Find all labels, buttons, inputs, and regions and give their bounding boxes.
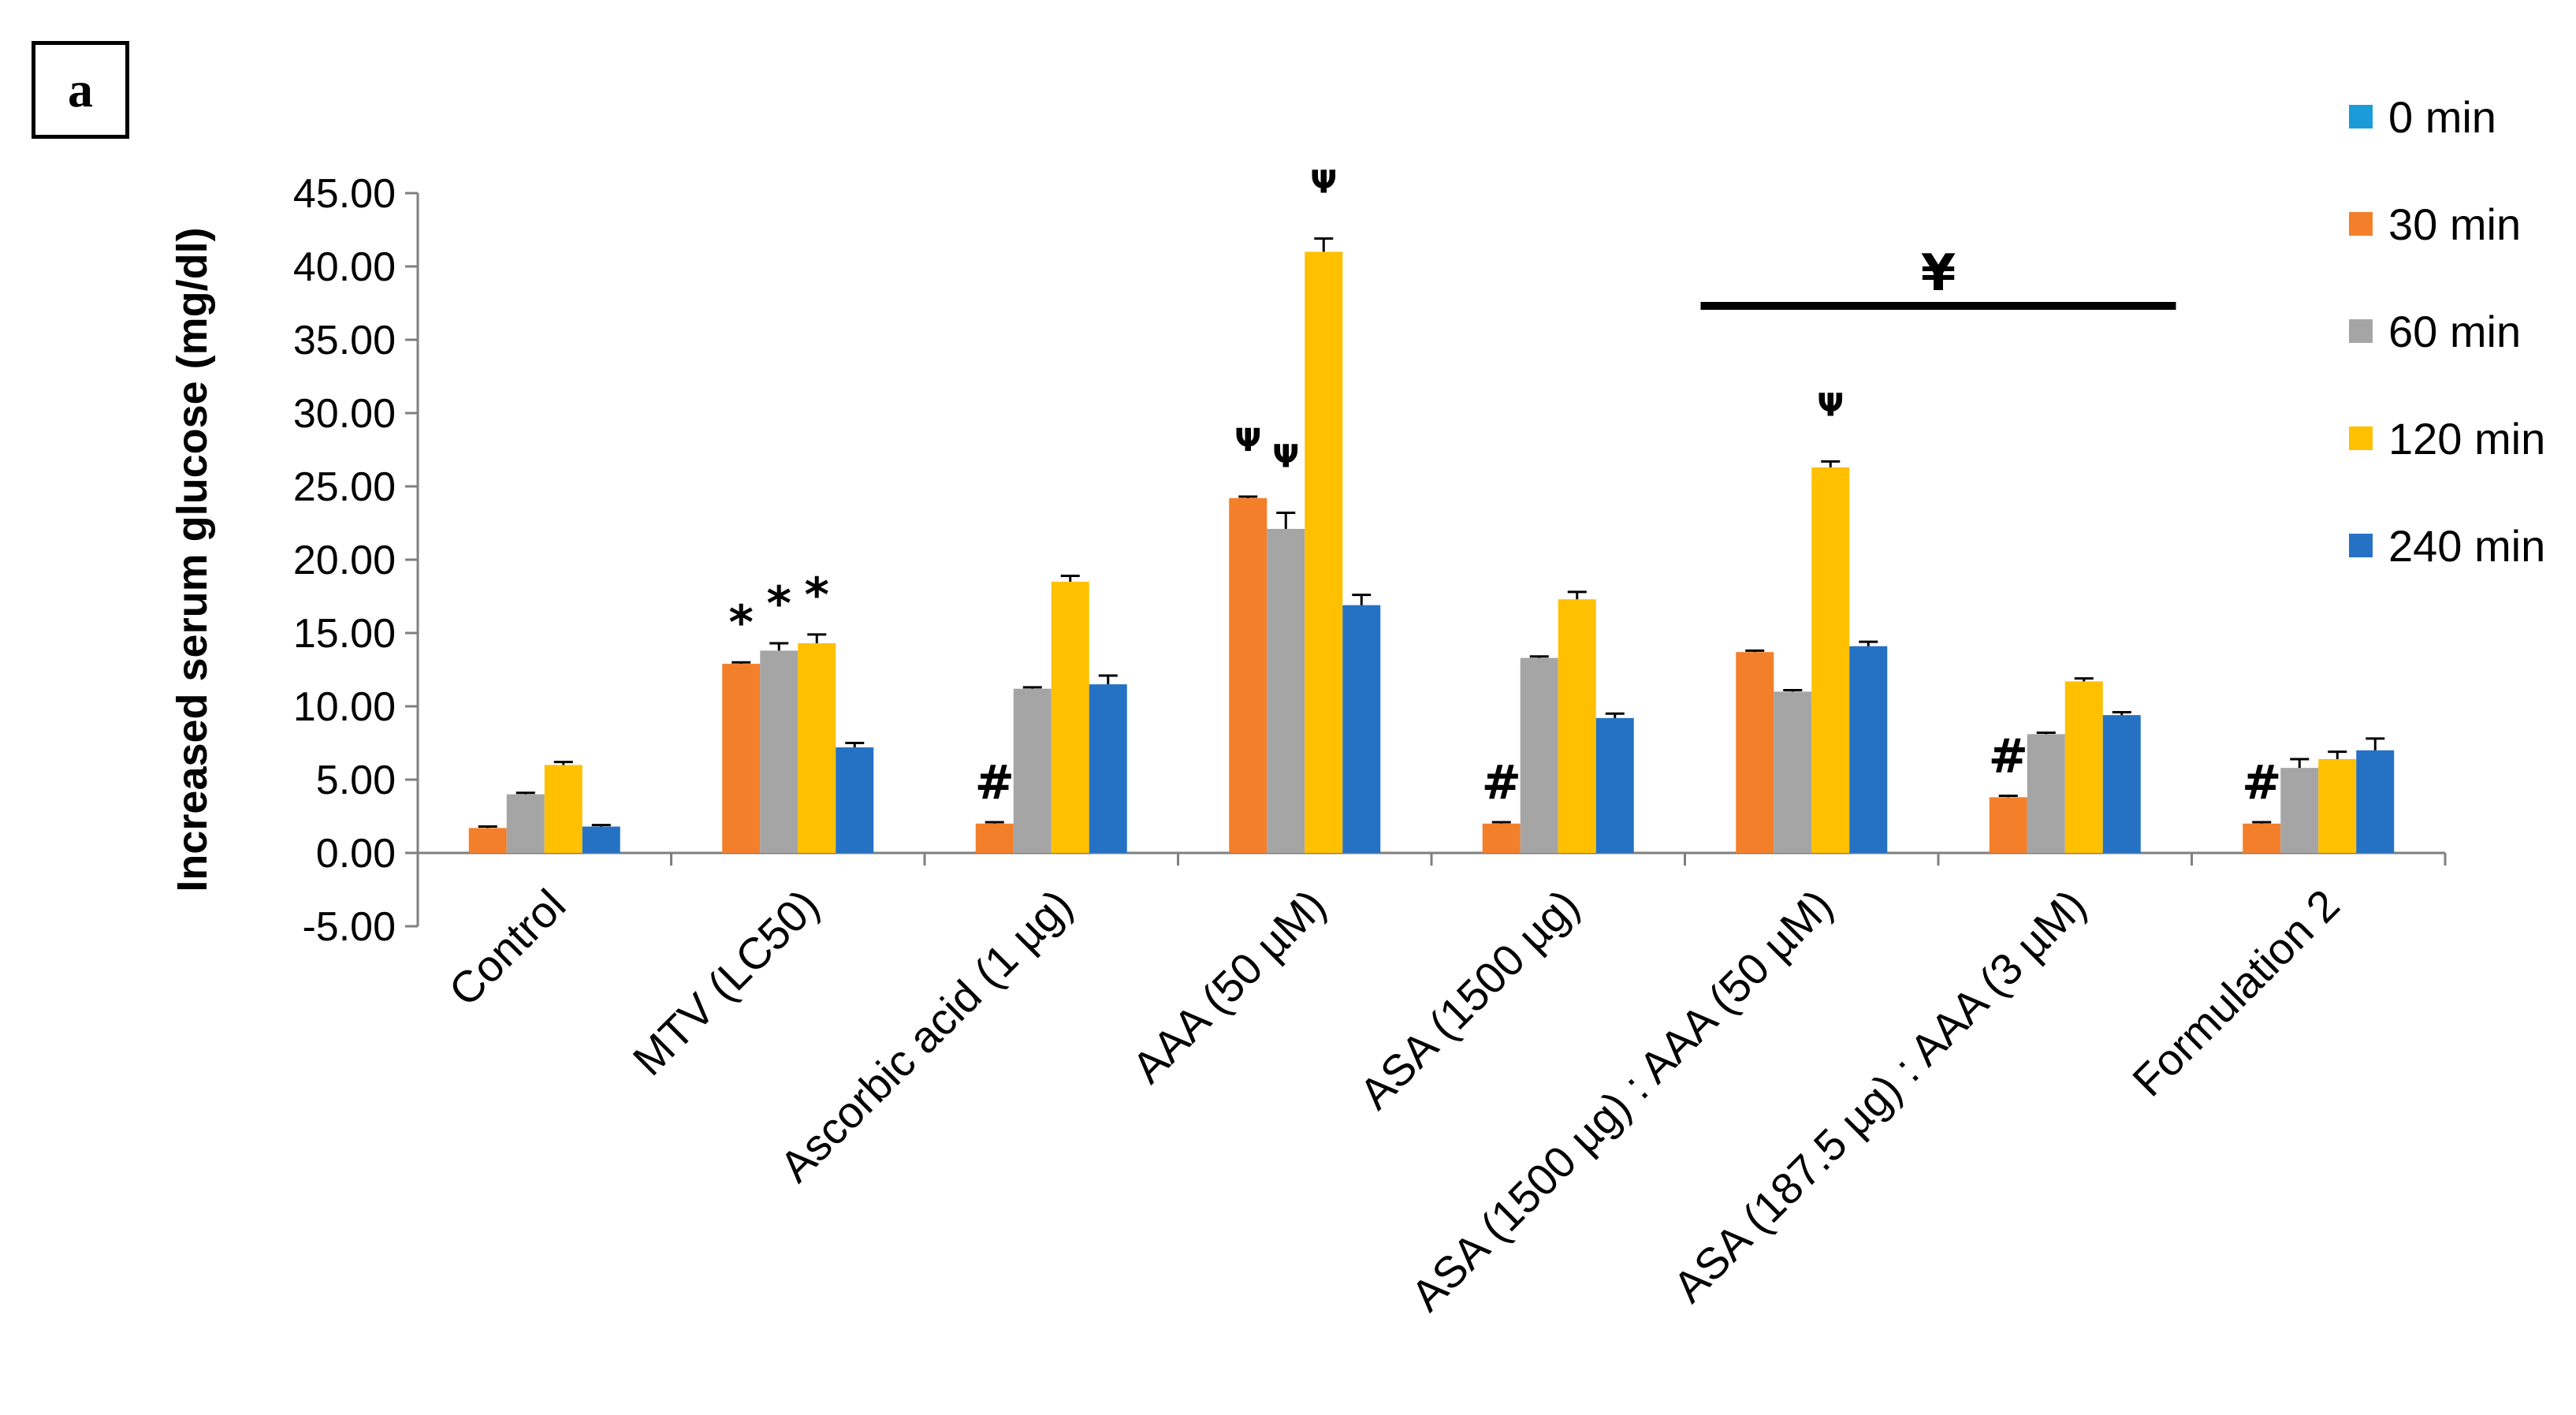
bar — [2027, 734, 2065, 853]
y-tick-label: 25.00 — [293, 464, 396, 510]
legend-swatch — [2349, 426, 2373, 450]
y-tick-label: -5.00 — [302, 904, 396, 950]
bar — [975, 823, 1014, 853]
bar — [1051, 581, 1089, 853]
category-label: ASA (1500 µg) : AAA (50 µM) — [1402, 880, 1842, 1320]
legend-label: 60 min — [2388, 306, 2522, 356]
bar — [2318, 758, 2357, 853]
y-tick-label: 35.00 — [293, 318, 396, 363]
significance-mark: Ψ — [1272, 438, 1299, 475]
legend-swatch — [2349, 534, 2373, 557]
bar — [1482, 823, 1521, 853]
significance-mark: * — [729, 595, 754, 650]
bar — [1342, 605, 1381, 853]
legend-item: 240 min — [2349, 492, 2545, 599]
category-label: ASA (187.5 µg) : AAA (3 µM) — [1663, 880, 2095, 1312]
bar — [1774, 691, 1812, 853]
bar — [836, 747, 874, 853]
y-tick-label: 40.00 — [293, 244, 396, 290]
legend-label: 30 min — [2388, 199, 2522, 249]
bar — [2102, 715, 2141, 853]
category-label: MTV (LC50) — [624, 880, 828, 1085]
group-bracket-label: ¥ — [1921, 244, 1956, 303]
y-tick-label: 15.00 — [293, 611, 396, 657]
bar — [760, 650, 798, 853]
y-tick-label: 5.00 — [316, 758, 396, 803]
legend-label: 120 min — [2388, 413, 2546, 464]
legend-label: 0 min — [2388, 91, 2496, 142]
bar — [1736, 652, 1774, 853]
bar — [1089, 684, 1127, 853]
significance-mark: * — [805, 568, 829, 623]
significance-mark: Ψ — [1310, 165, 1337, 201]
bar — [468, 828, 507, 853]
bar — [798, 643, 836, 853]
bar — [1520, 657, 1558, 853]
bar — [1595, 717, 1634, 853]
significance-mark: * — [767, 576, 791, 631]
category-label: Ascorbic acid (1 µg) — [770, 880, 1081, 1191]
bar — [544, 765, 583, 853]
y-tick-label: 30.00 — [293, 391, 396, 437]
legend-swatch — [2349, 212, 2373, 236]
bar — [1989, 797, 2027, 853]
legend-item: 0 min — [2349, 63, 2545, 170]
significance-mark: # — [1482, 755, 1521, 810]
legend-label: 240 min — [2388, 520, 2546, 571]
y-tick-label: 20.00 — [293, 538, 396, 583]
legend-item: 60 min — [2349, 277, 2545, 385]
category-label: ASA (1500 µg) — [1349, 880, 1588, 1119]
panel-label: a — [32, 41, 129, 139]
bar — [582, 826, 620, 853]
legend-swatch — [2349, 105, 2373, 128]
significance-mark: Ψ — [1234, 423, 1261, 459]
legend: 0 min 30 min 60 min 120 min 240 min — [2349, 63, 2545, 599]
legend-swatch — [2349, 319, 2373, 343]
legend-item: 120 min — [2349, 385, 2545, 492]
significance-mark: # — [1989, 728, 2028, 784]
bar — [2243, 823, 2281, 853]
bar — [1267, 528, 1305, 853]
bar — [1229, 497, 1268, 853]
bar — [1558, 599, 1596, 853]
category-label: Formulation 2 — [2123, 880, 2349, 1106]
bar — [2280, 768, 2319, 853]
y-tick-label: 10.00 — [293, 684, 396, 730]
y-tick-label: 45.00 — [293, 171, 396, 217]
bar — [2356, 750, 2395, 853]
significance-mark: Ψ — [1817, 387, 1844, 423]
category-label: Control — [439, 880, 575, 1015]
bar — [2064, 681, 2103, 853]
y-axis-title: Increased serum glucose (mg/dl) — [169, 227, 216, 892]
bar — [722, 664, 761, 853]
category-label: AAA (50 µM) — [1122, 880, 1335, 1093]
bar — [1849, 646, 1888, 853]
bar — [506, 794, 545, 853]
bar — [1811, 467, 1850, 853]
y-tick-label: 0.00 — [316, 831, 396, 877]
significance-mark: # — [2242, 755, 2281, 810]
bar — [1013, 688, 1052, 853]
significance-mark: # — [975, 755, 1014, 810]
bar — [1305, 251, 1343, 853]
legend-item: 30 min — [2349, 170, 2545, 277]
